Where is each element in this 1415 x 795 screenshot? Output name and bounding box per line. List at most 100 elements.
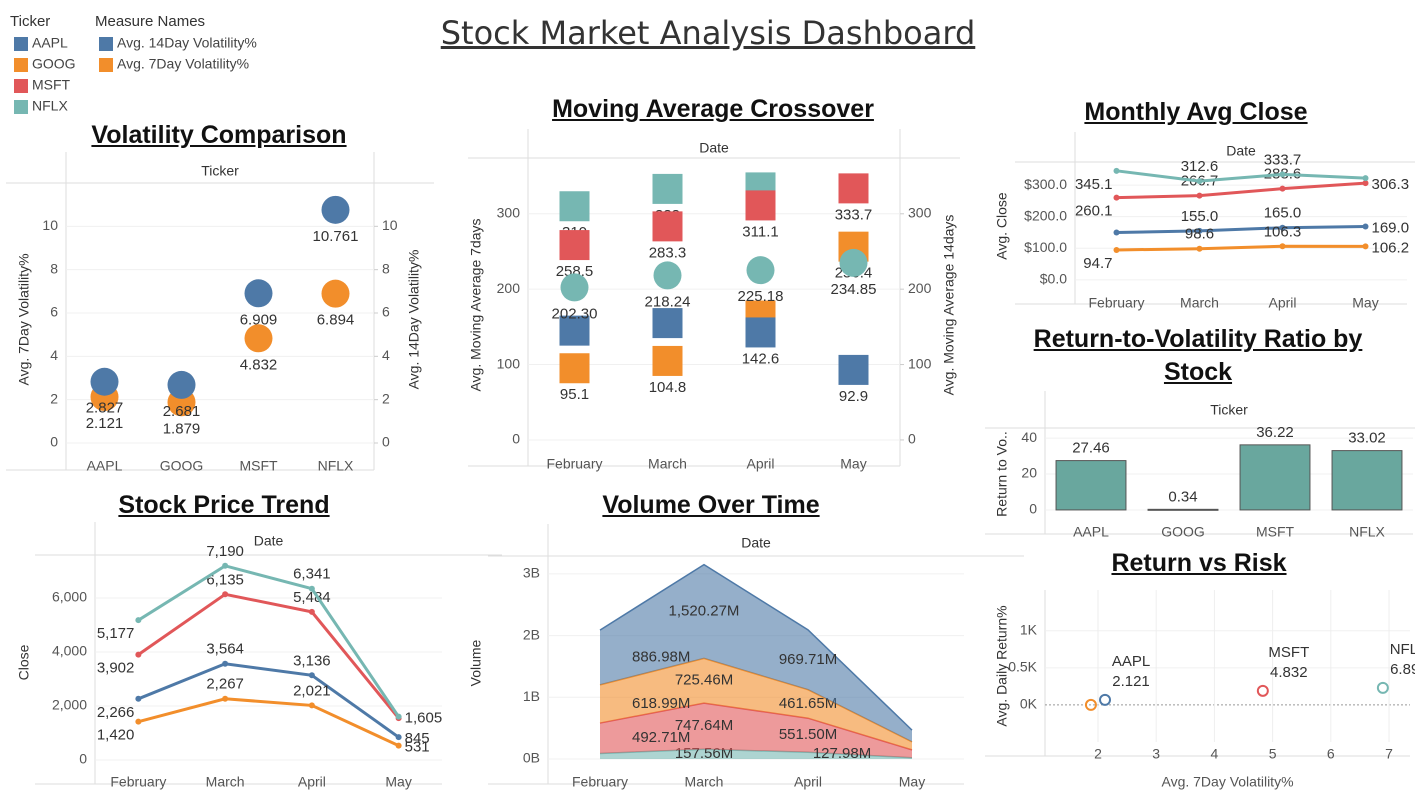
point <box>1196 192 1203 199</box>
circle-mark <box>244 279 273 308</box>
square-mark <box>652 173 683 204</box>
area <box>600 749 912 760</box>
y-axis-label: Avg. 7Day Volatility% <box>16 253 32 385</box>
x-tick-label: MSFT <box>1256 524 1295 540</box>
y2-tick-label: 4 <box>382 347 390 363</box>
column-header: Date <box>254 533 284 549</box>
x-tick-label: April <box>298 774 326 790</box>
legend-item: MSFT <box>32 77 71 93</box>
x-tick-label: April <box>1268 295 1296 311</box>
legend-swatch <box>99 37 113 51</box>
x-tick-label: 3 <box>1152 746 1160 762</box>
y-tick-label: 20 <box>1021 465 1037 481</box>
value-label: 169.0 <box>1372 219 1410 236</box>
value-label: 142.6 <box>742 350 780 367</box>
area <box>600 564 912 742</box>
y2-tick-label: 200 <box>908 280 932 296</box>
x-tick-label: 6 <box>1327 746 1335 762</box>
value-label: 7,190 <box>206 543 244 560</box>
x-tick-label: 7 <box>1385 746 1393 762</box>
point <box>1099 693 1112 706</box>
x-tick-label: 4 <box>1211 746 1219 762</box>
line <box>137 592 400 720</box>
x-tick-label: February <box>1088 295 1144 311</box>
value-label: 33.02 <box>1348 430 1386 447</box>
line <box>1116 224 1366 234</box>
value-label: 311.1 <box>742 223 778 240</box>
value-label: 218.24 <box>645 293 691 310</box>
value-label: 1,520.27M <box>669 602 740 619</box>
value-label: 1.879 <box>163 420 201 437</box>
y-tick-label: $300.0 <box>1024 176 1067 192</box>
x-tick-label: May <box>899 774 925 790</box>
point <box>1196 227 1203 234</box>
legend-item: NFLX <box>32 98 68 114</box>
y2-tick-label: 0 <box>908 431 916 447</box>
circle-mark <box>167 370 196 399</box>
point <box>1362 243 1369 250</box>
x-tick-label: AAPL <box>87 458 123 474</box>
point <box>1279 243 1286 250</box>
circle-mark <box>560 273 589 302</box>
legend-swatch <box>14 58 28 72</box>
x-tick-label: February <box>110 774 166 790</box>
point <box>135 651 142 658</box>
y-tick-label: 2 <box>50 390 58 406</box>
value-label: 27.46 <box>1072 440 1110 457</box>
point <box>1084 698 1097 711</box>
circle-mark <box>321 195 350 224</box>
y-tick-label: $100.0 <box>1024 239 1067 255</box>
y-axis-label: Return to Vo.. <box>994 431 1010 517</box>
chart-title: Moving Average Crossover <box>552 95 874 123</box>
y2-axis-label: Avg. 14Day Volatility% <box>406 250 422 390</box>
point <box>1256 684 1269 697</box>
chart-title: Monthly Avg Close <box>1084 98 1308 126</box>
y-tick-label: 200 <box>497 280 521 296</box>
chart-title: Return vs Risk <box>1111 549 1287 577</box>
x-tick-label: March <box>648 456 687 472</box>
value-label: 106.2 <box>1372 239 1410 256</box>
line <box>137 697 400 748</box>
x-tick-label: May <box>385 774 411 790</box>
legend-item: GOOG <box>32 56 76 72</box>
y2-tick-label: 2 <box>382 390 390 406</box>
y-tick-label: 0K <box>1020 696 1038 712</box>
point-label: MSFT <box>1268 644 1309 661</box>
y-tick-label: 6 <box>50 304 58 320</box>
point <box>1362 175 1369 182</box>
column-header: Ticker <box>201 163 239 179</box>
area <box>600 703 912 758</box>
value-label: 6,341 <box>293 566 331 583</box>
y-tick-label: 4,000 <box>52 643 87 659</box>
circle-mark <box>244 324 273 353</box>
y-tick-label: 0 <box>1029 501 1037 517</box>
value-label: 5,177 <box>97 625 135 642</box>
value-label: 3,136 <box>293 652 331 669</box>
value-label: 725.46M <box>675 672 733 689</box>
point <box>135 695 142 702</box>
value-label: 234.85 <box>831 281 877 298</box>
point-x-label: 4.832 <box>1270 664 1308 681</box>
y-tick-label: 0.5K <box>1008 659 1037 675</box>
value-label: 312.6 <box>1181 158 1219 175</box>
value-label: 333.7 <box>835 206 873 223</box>
y2-tick-label: 0 <box>382 434 390 450</box>
legend-swatch <box>14 100 28 114</box>
area-edge <box>599 702 913 751</box>
circle-mark <box>746 256 775 285</box>
point <box>1113 246 1120 253</box>
x-tick-label: April <box>746 456 774 472</box>
point <box>1113 167 1120 174</box>
bar <box>1331 450 1403 511</box>
value-label: 551.50M <box>779 726 837 743</box>
square-mark <box>559 315 590 346</box>
legend-swatch <box>14 79 28 93</box>
square-mark <box>745 317 776 348</box>
value-label: 155.0 <box>1181 208 1219 225</box>
point-x-label: 2.121 <box>1112 673 1150 690</box>
line <box>1116 181 1366 200</box>
value-label: 6,135 <box>206 571 244 588</box>
value-label: 260.1 <box>1075 203 1113 220</box>
legend-item: Avg. 7Day Volatility% <box>117 56 249 72</box>
y-tick-label: 300 <box>497 204 521 220</box>
